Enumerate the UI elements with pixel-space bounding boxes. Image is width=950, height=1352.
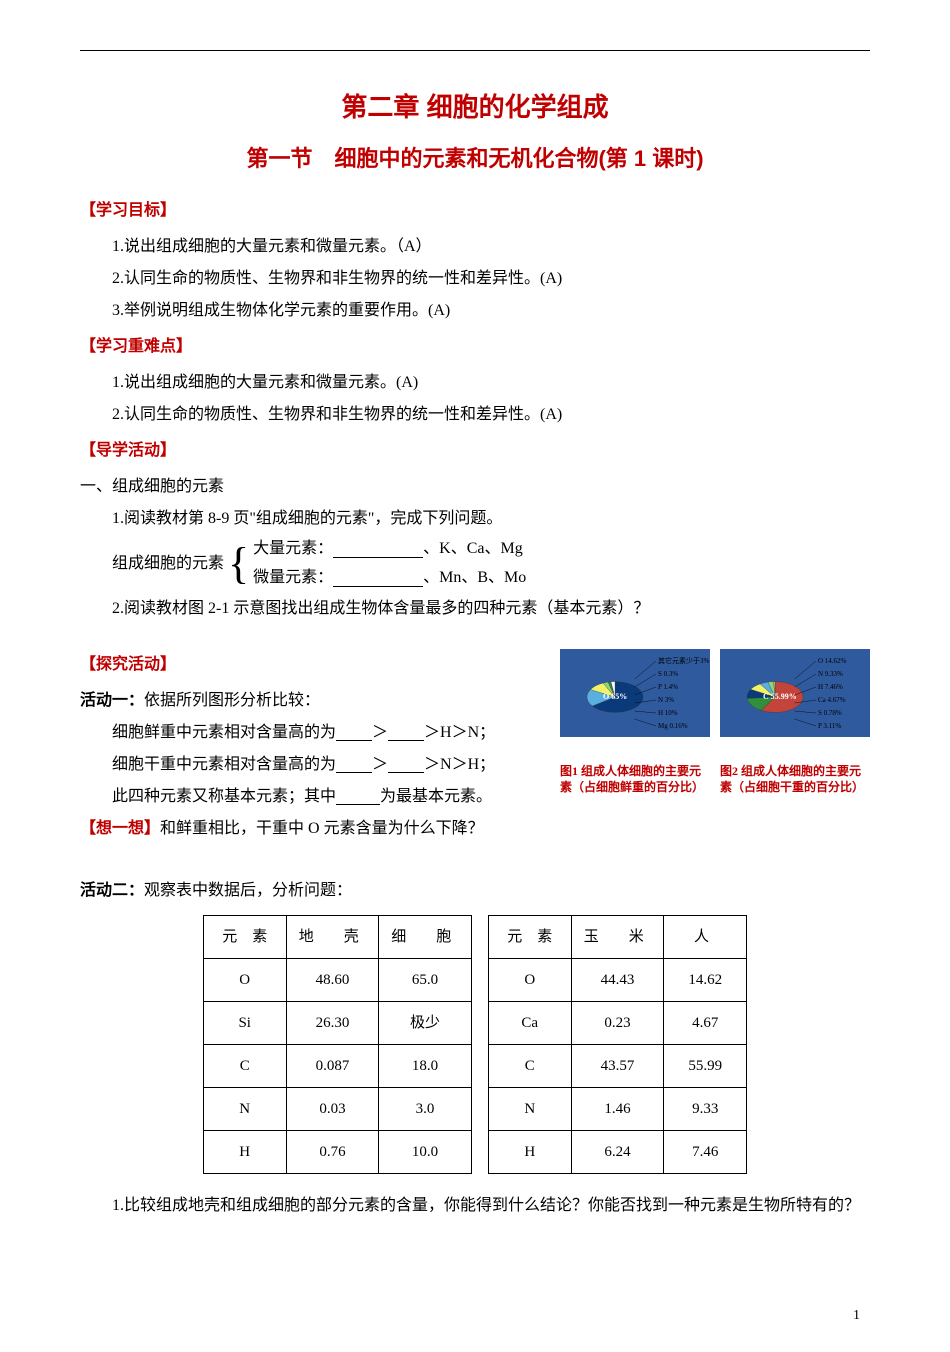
pie2-caption: 图2 组成人体细胞的主要元素（占细胞干重的百分比） [720, 763, 870, 797]
svg-text:Ca 4.67%: Ca 4.67% [818, 696, 846, 704]
blank-field[interactable] [388, 756, 424, 773]
objective-item: 3.举例说明组成生物体化学元素的重要作用。(A) [80, 295, 870, 327]
svg-text:S 0.78%: S 0.78% [818, 709, 842, 717]
guide-head: 【导学活动】 [80, 435, 870, 467]
svg-text:其它元素少于3%: 其它元素少于3% [658, 656, 709, 665]
crust-cell-table: 元 素地 壳细 胞O48.6065.0Si26.30极少C0.08718.0N0… [203, 915, 472, 1174]
svg-text:O 14.62%: O 14.62% [818, 657, 847, 665]
blank-field[interactable] [333, 570, 423, 587]
guide-p1: 1.阅读教材第 8-9 页"组成细胞的元素"，完成下列问题。 [80, 503, 870, 535]
guide-heading: 一、组成细胞的元素 [80, 471, 870, 503]
objective-item: 2.认同生命的物质性、生物界和非生物界的统一性和差异性。(A) [80, 263, 870, 295]
chapter-title: 第二章 细胞的化学组成 [80, 81, 870, 133]
think-line: 【想一想】和鲜重相比，干重中 O 元素含量为什么下降？ [80, 813, 870, 845]
svg-text:P 1.4%: P 1.4% [658, 683, 678, 691]
blank-field[interactable] [336, 788, 380, 805]
activity2-q1: 1.比较组成地壳和组成细胞的部分元素的含量，你能得到什么结论？你能否找到一种元素… [80, 1190, 870, 1222]
pie-chart-dry: O 14.62% N 9.33% H 7.46% Ca 4.67% S 0.78% P 3… [720, 649, 870, 759]
corn-human-table: 元 素玉 米人O44.4314.62Ca0.234.67C43.5755.99N… [488, 915, 748, 1174]
top-rule [80, 50, 870, 51]
svg-text:C 55.99%: C 55.99% [763, 692, 797, 701]
objective-item: 1.说出组成细胞的大量元素和微量元素。（A） [80, 231, 870, 263]
svg-text:N 9.33%: N 9.33% [818, 670, 843, 678]
guide-p2: 2.阅读教材图 2-1 示意图找出组成生物体含量最多的四种元素（基本元素）？ [80, 593, 870, 625]
focus-item: 2.认同生命的物质性、生物界和非生物界的统一性和差异性。(A) [80, 399, 870, 431]
pie-charts-figure: 其它元素少于3% S 0.3% P 1.4% N 3% H 10% Mg 0.16% O 6… [560, 649, 870, 797]
svg-text:Mg 0.16%: Mg 0.16% [658, 722, 688, 730]
left-brace-icon: { [228, 542, 249, 586]
element-brace-row: 组成细胞的元素 { 大量元素：、K、Ca、Mg 微量元素：、Mn、B、Mo [112, 535, 870, 593]
svg-text:S 0.3%: S 0.3% [658, 670, 678, 678]
pie-chart-fresh: 其它元素少于3% S 0.3% P 1.4% N 3% H 10% Mg 0.16% O 6… [560, 649, 710, 759]
page-number: 1 [853, 1302, 860, 1330]
pie1-caption: 图1 组成人体细胞的主要元素（占细胞鲜重的百分比） [560, 763, 710, 797]
data-tables: 元 素地 壳细 胞O48.6065.0Si26.30极少C0.08718.0N0… [80, 915, 870, 1174]
focus-head: 【学习重难点】 [80, 331, 870, 363]
blank-field[interactable] [388, 724, 424, 741]
blank-field[interactable] [336, 724, 372, 741]
activity2-title: 活动二：观察表中数据后，分析问题： [80, 875, 870, 907]
macro-elements-line: 大量元素：、K、Ca、Mg [253, 535, 526, 564]
svg-text:H 7.46%: H 7.46% [818, 683, 843, 691]
svg-text:H 10%: H 10% [658, 709, 678, 717]
section-title: 第一节 细胞中的元素和无机化合物(第 1 课时) [80, 137, 870, 181]
svg-text:O 65%: O 65% [603, 692, 627, 701]
objectives-head: 【学习目标】 [80, 195, 870, 227]
svg-text:P 3.11%: P 3.11% [818, 722, 841, 730]
blank-field[interactable] [333, 541, 423, 558]
focus-item: 1.说出组成细胞的大量元素和微量元素。(A) [80, 367, 870, 399]
svg-text:N 3%: N 3% [658, 696, 674, 704]
brace-stem: 组成细胞的元素 [112, 548, 224, 580]
micro-elements-line: 微量元素：、Mn、B、Mo [253, 564, 526, 593]
blank-field[interactable] [336, 756, 372, 773]
